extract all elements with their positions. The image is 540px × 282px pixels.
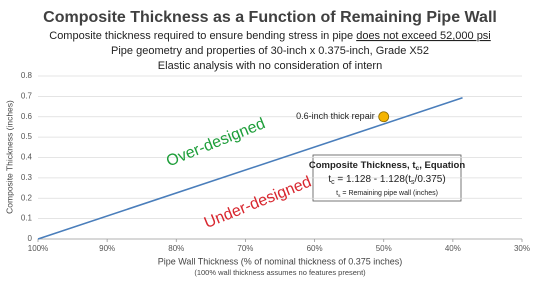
equation-part: = Remaining pipe wall (inches) [340, 190, 437, 197]
subtitle: Pipe geometry and properties of 30-inch … [111, 45, 429, 57]
x-tick-label: 80% [168, 244, 184, 253]
data-line [37, 97, 463, 240]
equation-part: = 1.128 - 1.128(t [335, 174, 412, 185]
x-tick-label: 40% [445, 244, 461, 253]
y-tick-label: 0.8 [21, 71, 33, 80]
equation-part: c [416, 165, 420, 172]
equation-part: t [328, 174, 331, 185]
x-tick-label: 70% [237, 244, 253, 253]
x-tick-label: 60% [307, 244, 323, 253]
subtitle: Elastic analysis with no consideration o… [158, 60, 382, 72]
equation-part: t [336, 190, 338, 197]
subtitle-part: Composite thickness required to ensure b… [49, 30, 356, 42]
x-tick-label: 90% [99, 244, 115, 253]
subtitle-part: does not exceed 52,000 psi [356, 30, 491, 42]
y-tick-label: 0.7 [21, 91, 33, 100]
region-annotation: Over-designed [164, 115, 268, 170]
equation-part: s [338, 194, 341, 199]
chart-title: Composite Thickness as a Function of Rem… [43, 9, 497, 26]
equation-part: , Equation [419, 160, 465, 171]
x-tick-label: 50% [376, 244, 392, 253]
x-tick-label: 30% [514, 244, 530, 253]
y-tick-label: 0 [28, 234, 33, 243]
equation-part: t [412, 160, 416, 171]
equation-heading: Composite Thickness, tc, Equation [309, 160, 465, 173]
y-tick-label: 0.3 [21, 173, 33, 182]
equation-formula: tc = 1.128 - 1.128(ts/0.375) [328, 174, 445, 187]
region-annotation: Under-designed [202, 174, 314, 232]
y-tick-label: 0.1 [21, 214, 33, 223]
x-axis-note: (100% wall thickness assumes no features… [194, 268, 366, 277]
equation-part: s [411, 179, 415, 186]
subtitle-part: Pipe geometry and properties of 30-inch … [111, 45, 429, 57]
equation-note: ts = Remaining pipe wall (inches) [336, 190, 438, 199]
y-tick-label: 0.4 [21, 153, 33, 162]
x-axis-label: Pipe Wall Thickness (% of nominal thickn… [158, 256, 403, 266]
y-tick-label: 0.6 [21, 112, 33, 121]
x-tick-label: 100% [28, 244, 48, 253]
equation-part: c [331, 179, 335, 186]
point-label: 0.6-inch thick repair [296, 111, 375, 121]
y-tick-label: 0.2 [21, 193, 33, 202]
y-axis-label: Composite Thickness (inches) [4, 100, 14, 214]
y-tick-label: 0.5 [21, 132, 33, 141]
subtitles: Composite thickness required to ensure b… [49, 30, 491, 72]
equation-part: Composite Thickness, [309, 160, 412, 171]
equation-part: /0.375) [415, 174, 446, 185]
repair-point [378, 111, 390, 123]
subtitle: Composite thickness required to ensure b… [49, 30, 491, 42]
subtitle-part: Elastic analysis with no consideration o… [158, 60, 382, 72]
